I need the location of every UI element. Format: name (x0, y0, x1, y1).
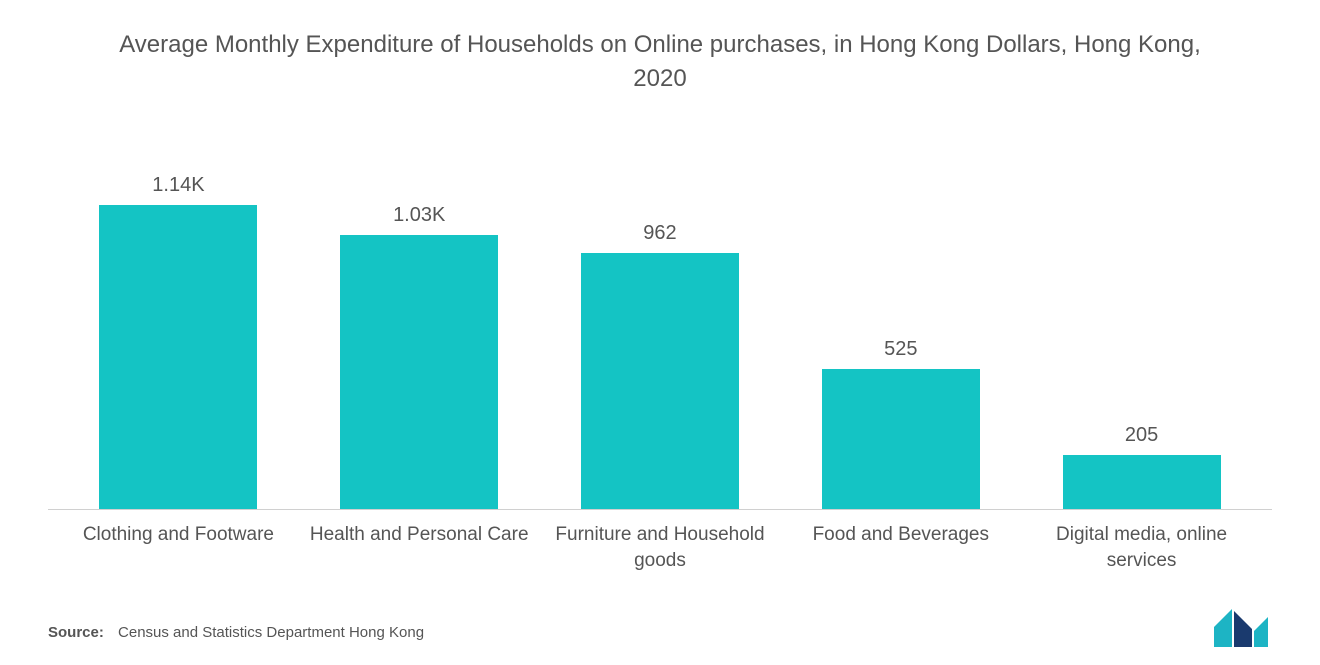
source-label: Source: (48, 624, 104, 641)
category-label: Food and Beverages (780, 522, 1021, 573)
bar-column: 525 (780, 130, 1021, 509)
bar (99, 205, 257, 509)
bar (581, 253, 739, 510)
bar-column: 962 (540, 130, 781, 509)
bar (1063, 455, 1221, 510)
bar-column: 1.14K (58, 130, 299, 509)
bar (340, 235, 498, 510)
chart-container: Average Monthly Expenditure of Household… (0, 0, 1320, 665)
bar-column: 1.03K (299, 130, 540, 509)
bar-value-label: 525 (884, 338, 917, 361)
bar-value-label: 205 (1125, 424, 1158, 447)
source-citation: Source: Census and Statistics Department… (48, 624, 424, 641)
bar-column: 205 (1021, 130, 1262, 509)
chart-title: Average Monthly Expenditure of Household… (110, 28, 1210, 95)
x-axis-labels: Clothing and FootwareHealth and Personal… (48, 510, 1272, 573)
bar-value-label: 962 (643, 222, 676, 245)
category-label: Digital media, online services (1021, 522, 1262, 573)
category-label: Health and Personal Care (299, 522, 540, 573)
category-label: Furniture and Household goods (540, 522, 781, 573)
bar (822, 369, 980, 509)
bar-value-label: 1.14K (152, 174, 204, 197)
bar-value-label: 1.03K (393, 204, 445, 227)
category-label: Clothing and Footware (58, 522, 299, 573)
plot-area: 1.14K 1.03K 962 525 205 (48, 130, 1272, 510)
source-text: Census and Statistics Department Hong Ko… (118, 624, 424, 641)
brand-logo-icon (1210, 607, 1282, 651)
